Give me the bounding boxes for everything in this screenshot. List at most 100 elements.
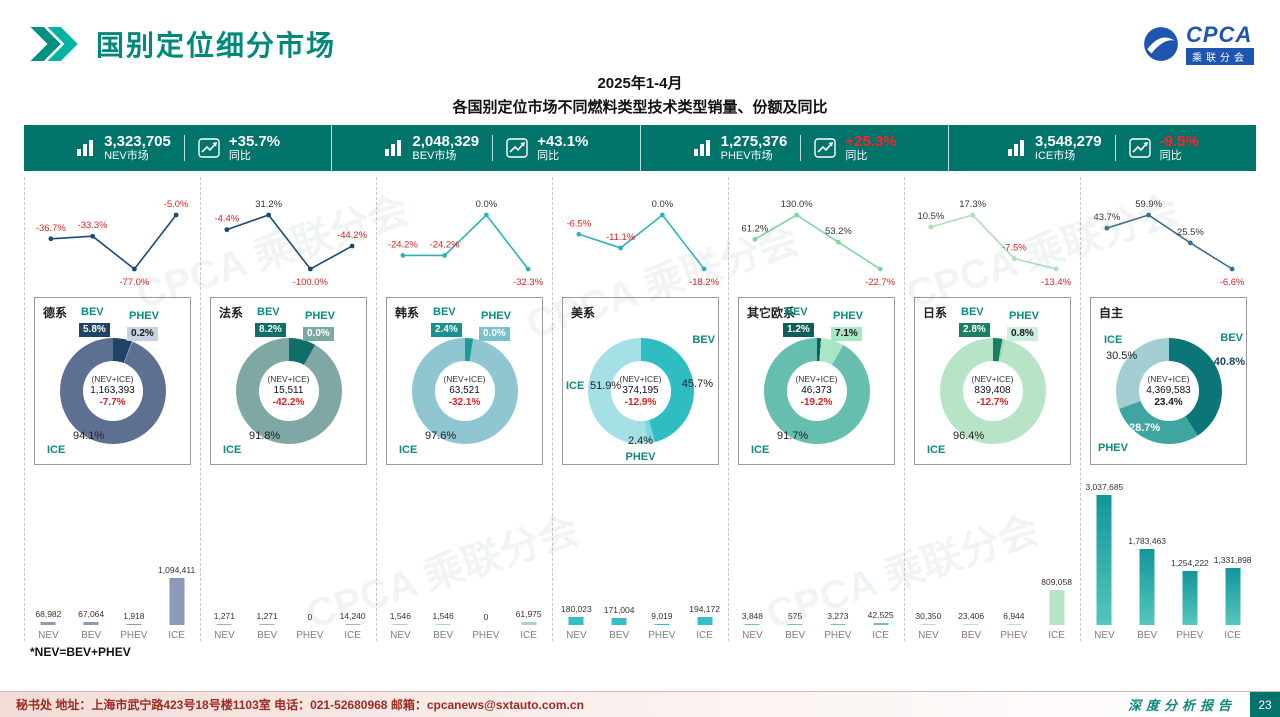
bar-slot: 1,094,411 ICE — [155, 469, 198, 641]
trend-point-label: -44.2% — [337, 230, 367, 241]
trend-chart: -6.5% -11.1% 0.0% -18.2% — [567, 199, 720, 288]
logo-sub: 乘联分会 — [1186, 47, 1254, 65]
bar-NEV — [920, 623, 936, 625]
bar-ICE — [1225, 568, 1241, 625]
bar-value: 9,019 — [651, 611, 673, 621]
bar-BEV — [611, 617, 627, 625]
group-美系: -6.5% -11.1% 0.0% -18.2% 美系 (NEV+ICE) 374,195-… — [552, 177, 728, 641]
header: 国别定位细分市场 CPCA 乘联分会 — [0, 0, 1280, 72]
ice-label: ICE — [927, 444, 946, 456]
axis-label-ICE: ICE — [168, 630, 185, 641]
bar-slot: 809,058 ICE — [1035, 469, 1078, 641]
axis-label-NEV: NEV — [742, 630, 763, 641]
phev-label: PHEV — [625, 451, 656, 463]
ice-share: 91.8% — [249, 430, 281, 442]
bev-share: 2.8% — [959, 323, 990, 337]
bar-PHEV — [1006, 624, 1022, 625]
group-name: 日系 — [923, 306, 948, 320]
trend-point-label: -7.5% — [1002, 243, 1027, 254]
bev-share: 5.8% — [79, 323, 110, 337]
donut-chart: (NEV+ICE) 374,195 -12.9% — [587, 338, 694, 444]
bar-PHEV — [830, 624, 846, 625]
donut-center-value: 1,163,393 — [90, 385, 135, 396]
kpi-yoy-label: 同比 — [1159, 150, 1182, 163]
trend-chart: 61.2% 130.0% 53.2% -22.7% — [741, 199, 895, 288]
donut-center: (NEV+ICE) 46,373 -19.2% — [786, 361, 847, 421]
kpi-yoy: +43.1% — [537, 133, 589, 151]
kpi-value: 2,048,329 — [412, 133, 480, 151]
bar-NEV — [392, 624, 408, 625]
bar-chart-其它欧系: 3,848 NEV 575 BEV 3,273 PHEV 42,525 ICE — [731, 469, 902, 641]
axis-label-ICE: ICE — [872, 630, 889, 641]
axis-label-ICE: ICE — [696, 630, 713, 641]
trend-chart: -24.2% -24.2% 0.0% -32.3% — [388, 199, 544, 288]
bar-ICE — [697, 616, 713, 625]
page-title: 国别定位细分市场 — [96, 30, 337, 61]
axis-label-NEV: NEV — [918, 630, 939, 641]
bev-share: 2.4% — [431, 323, 462, 337]
bar-value: 171,004 — [603, 604, 635, 615]
trend-point-label: -32.3% — [513, 277, 543, 288]
kpi-divider — [183, 135, 185, 161]
bev-share: 45.7% — [681, 378, 713, 390]
bar-slot: 1,783,463 BEV — [1126, 469, 1169, 641]
bev-label: BEV — [257, 306, 280, 318]
trend-point-label: -33.3% — [78, 220, 108, 231]
footer: 秘书处 地址：上海市武宁路423号18号楼1103室 电话：021-526809… — [0, 691, 1280, 717]
group-其它欧系: 61.2% 130.0% 53.2% -22.7% 其它欧系 (NEV+ICE) 46,37… — [728, 177, 904, 641]
trend-point-label: -24.2% — [430, 239, 460, 250]
trend-chart: -4.4% 31.2% -100.0% -44.2% — [215, 199, 368, 288]
group-name: 韩系 — [395, 306, 420, 320]
donut-center-yoy: 23.4% — [1154, 397, 1183, 408]
trend-point-label: 0.0% — [652, 199, 674, 210]
trend-point-label: 0.0% — [476, 199, 498, 210]
cpca-logo: CPCA 乘联分会 — [1142, 23, 1254, 65]
bar-value: 1,094,411 — [158, 565, 196, 576]
bar-BEV — [1139, 548, 1155, 625]
bar-slot: 1,546 NEV — [379, 469, 422, 641]
donut-center-label: (NEV+ICE) — [1147, 374, 1190, 384]
bar-ICE — [1049, 590, 1065, 625]
phev-label: PHEV — [305, 310, 335, 322]
ice-label: ICE — [566, 380, 585, 392]
bar-BEV — [963, 624, 979, 625]
donut-chart: (NEV+ICE) 839,408 -12.7% — [939, 338, 1046, 444]
kpi-band: 3,323,705 NEV市场 +35.7% 同比 2,048,329 BEV市场 +43.… — [24, 125, 1256, 171]
subtitle-period: 2025年1-4月 — [597, 75, 683, 92]
bev-share: 1.2% — [783, 323, 814, 337]
bar-PHEV — [654, 624, 670, 625]
donut-chart: (NEV+ICE) 63,521 -32.1% — [411, 338, 518, 444]
bar-NEV — [40, 622, 56, 625]
kpi-yoy: -9.5% — [1159, 133, 1199, 151]
bar-value: 194,172 — [689, 603, 720, 614]
bev-share: 40.8% — [1213, 356, 1245, 368]
ice-label: ICE — [1104, 334, 1123, 346]
kpi-divider — [1114, 135, 1116, 161]
bar-NEV — [216, 624, 232, 625]
subtitle: 2025年1-4月 各国别定位市场不同燃料类型技术类型销量、份额及同比 — [0, 72, 1280, 117]
bar-chart-美系: 180,023 NEV 171,004 BEV 9,019 PHEV 194,172 ICE — [555, 469, 726, 641]
bar-value: 23,406 — [958, 611, 985, 621]
kpi-label: NEV市场 — [104, 150, 149, 163]
kpi-BEV市场: 2,048,329 BEV市场 +43.1% 同比 — [332, 125, 641, 171]
ice-label: ICE — [751, 444, 770, 456]
axis-label-ICE: ICE — [1048, 630, 1065, 641]
bev-label: BEV — [961, 306, 984, 318]
donut-center: (NEV+ICE) 374,195 -12.9% — [610, 361, 671, 421]
donut-panel-日系: 日系 (NEV+ICE) 839,408 -12.7% BEV PHEV ICE 2.8% 0.… — [914, 297, 1071, 465]
bar-value: 180,023 — [561, 604, 592, 615]
bar-value: 1,918 — [123, 611, 145, 621]
bar-value: 14,240 — [339, 611, 366, 621]
donut-center-value: 46,373 — [801, 385, 832, 396]
donut-center-yoy: -19.2% — [800, 397, 833, 408]
bar-slot: 0 PHEV — [465, 469, 508, 641]
axis-label-ICE: ICE — [520, 630, 537, 641]
donut-center-value: 374,195 — [622, 385, 659, 396]
bar-ICE — [873, 623, 889, 625]
group-日系: 10.5% 17.3% -7.5% -13.4% 日系 (NEV+ICE) 839,408-… — [904, 177, 1080, 641]
trend-point-label: 130.0% — [781, 199, 814, 210]
trend-chart: 43.7% 59.9% 25.5% -6.6% — [1093, 199, 1245, 288]
trend-point-label: 25.5% — [1177, 227, 1204, 238]
ice-label: ICE — [399, 444, 418, 456]
